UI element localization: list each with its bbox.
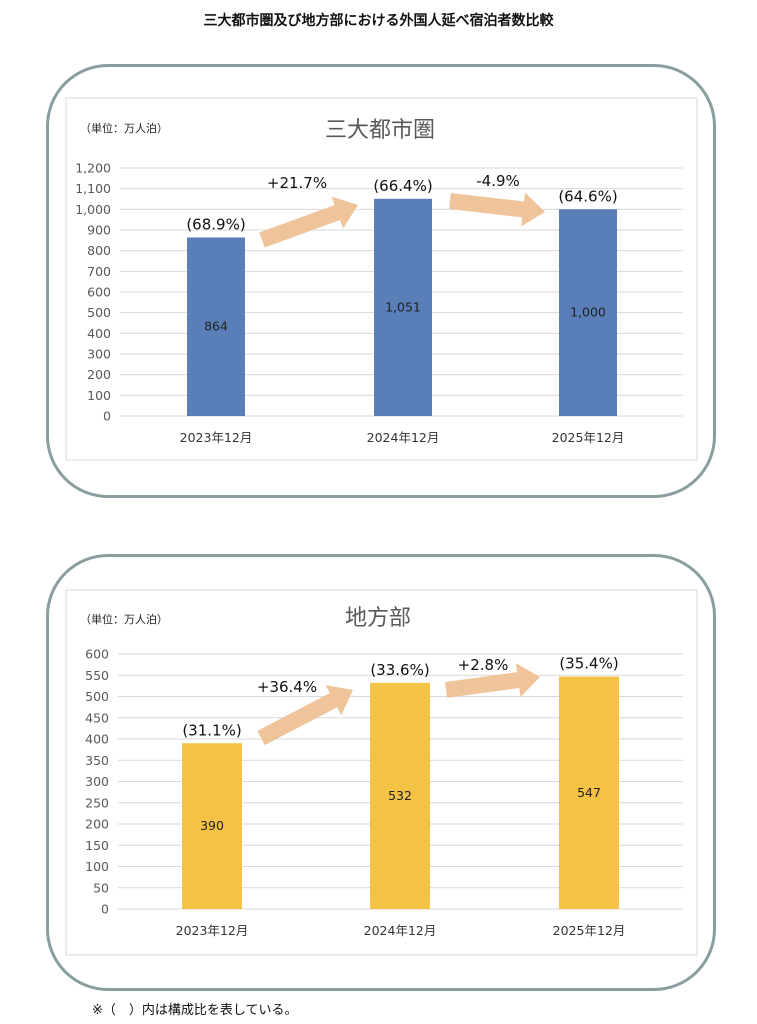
category-label: 2025年12月 bbox=[553, 923, 626, 938]
page-title: 三大都市圏及び地方部における外国人延べ宿泊者数比較 bbox=[203, 13, 554, 29]
category-label: 2023年12月 bbox=[180, 430, 253, 445]
y-tick-label: 200 bbox=[85, 817, 109, 832]
bar bbox=[559, 209, 617, 416]
y-tick-label: 600 bbox=[85, 647, 109, 662]
bar bbox=[374, 198, 432, 416]
y-tick-label: 100 bbox=[85, 859, 109, 874]
growth-arrow bbox=[444, 663, 540, 698]
change-label: +2.8% bbox=[458, 656, 509, 674]
bar bbox=[182, 743, 242, 909]
y-tick-label: 200 bbox=[87, 367, 111, 382]
y-tick-label: 400 bbox=[87, 326, 111, 341]
share-label: (35.4%) bbox=[559, 655, 618, 673]
y-tick-label: 400 bbox=[85, 732, 109, 747]
share-label: (31.1%) bbox=[182, 721, 241, 739]
y-tick-label: 150 bbox=[85, 838, 109, 853]
bar-value-label: 532 bbox=[388, 788, 412, 803]
change-label: +36.4% bbox=[257, 678, 317, 696]
y-tick-label: 550 bbox=[85, 668, 109, 683]
category-label: 2024年12月 bbox=[364, 923, 437, 938]
share-label: (64.6%) bbox=[558, 187, 617, 205]
bar-value-label: 547 bbox=[577, 785, 601, 800]
growth-arrow bbox=[449, 192, 545, 227]
bar-value-label: 1,051 bbox=[385, 299, 421, 314]
y-tick-label: 800 bbox=[87, 243, 111, 258]
y-tick-label: 500 bbox=[85, 689, 109, 704]
change-label: +21.7% bbox=[267, 174, 327, 192]
footnote: ※（ ）内は構成比を表している。 bbox=[92, 1003, 298, 1018]
y-tick-label: 350 bbox=[85, 753, 109, 768]
y-tick-label: 900 bbox=[87, 223, 111, 238]
bar bbox=[370, 682, 430, 909]
bar-value-label: 390 bbox=[200, 818, 224, 833]
y-tick-label: 1,000 bbox=[75, 202, 111, 217]
share-label: (33.6%) bbox=[370, 661, 429, 679]
bar-value-label: 864 bbox=[204, 319, 228, 334]
chart-title: 地方部 bbox=[345, 606, 411, 631]
bar-value-label: 1,000 bbox=[570, 305, 606, 320]
change-label: -4.9% bbox=[476, 172, 520, 190]
y-tick-label: 0 bbox=[103, 409, 111, 424]
category-label: 2025年12月 bbox=[552, 430, 625, 445]
y-tick-label: 1,100 bbox=[75, 181, 111, 196]
y-tick-label: 250 bbox=[85, 795, 109, 810]
y-tick-label: 50 bbox=[93, 880, 109, 895]
category-label: 2023年12月 bbox=[176, 923, 249, 938]
chart-title: 三大都市圏 bbox=[325, 118, 435, 143]
growth-arrow bbox=[259, 196, 358, 248]
y-tick-label: 100 bbox=[87, 388, 111, 403]
share-label: (68.9%) bbox=[186, 215, 245, 233]
unit-label: （単位：万人泊） bbox=[80, 121, 168, 135]
y-tick-label: 300 bbox=[87, 347, 111, 362]
y-tick-label: 450 bbox=[85, 710, 109, 725]
category-label: 2024年12月 bbox=[367, 430, 440, 445]
growth-arrow bbox=[257, 685, 353, 746]
bar bbox=[559, 676, 619, 909]
unit-label: （単位：万人泊） bbox=[80, 612, 168, 626]
y-tick-label: 700 bbox=[87, 264, 111, 279]
share-label: (66.4%) bbox=[373, 177, 432, 195]
y-tick-label: 1,200 bbox=[75, 161, 111, 176]
y-tick-label: 500 bbox=[87, 305, 111, 320]
bar bbox=[187, 237, 245, 416]
y-tick-label: 300 bbox=[85, 774, 109, 789]
y-tick-label: 0 bbox=[101, 902, 109, 917]
y-tick-label: 600 bbox=[87, 285, 111, 300]
